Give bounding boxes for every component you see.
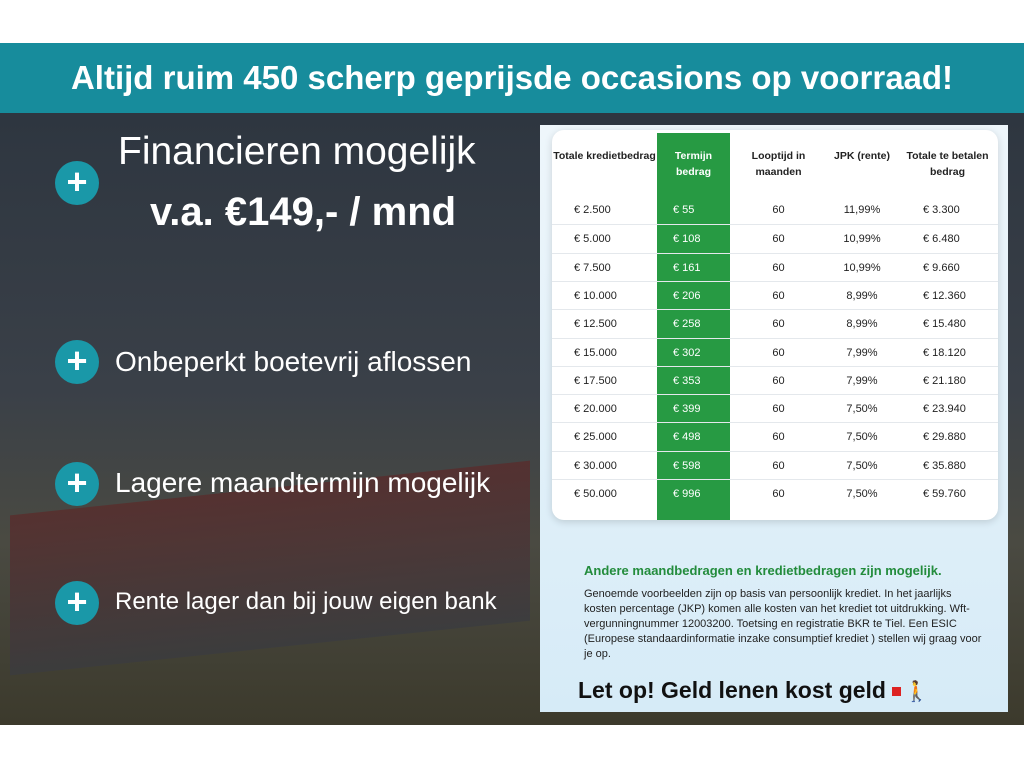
table-header: Totale kredietbedrag Termijn bedrag Loop… bbox=[552, 148, 998, 180]
table-cell: 60 bbox=[772, 488, 785, 500]
warning: Let op! Geld lenen kost geld 🚶 bbox=[578, 677, 929, 704]
finance-panel: Totale kredietbedrag Termijn bedrag Loop… bbox=[540, 125, 1008, 712]
table-cell: 60 bbox=[772, 374, 785, 387]
table-cell: 60 bbox=[772, 233, 785, 246]
table-row: € 20.000 € 399 60 7,50% € 23.940 bbox=[552, 394, 998, 422]
table-row: € 2.500 € 55 60 11,99% € 3.300 bbox=[552, 196, 998, 224]
top-banner: Altijd ruim 450 scherp geprijsde occasio… bbox=[0, 43, 1024, 113]
table-cell: € 12.500 bbox=[574, 318, 617, 331]
table-cell: € 21.180 bbox=[923, 374, 966, 387]
highlight-column bbox=[657, 133, 730, 520]
headline: Financieren mogelijk bbox=[118, 130, 476, 173]
table-cell: 7,50% bbox=[846, 488, 878, 500]
feature-item: Onbeperkt boetevrij aflossen bbox=[115, 346, 472, 377]
table-row: € 7.500 € 161 60 10,99% € 9.660 bbox=[552, 252, 998, 281]
table-cell: € 2.500 bbox=[574, 204, 611, 216]
warning-text: Let op! Geld lenen kost geld bbox=[578, 677, 886, 703]
plus-icon: + bbox=[55, 462, 99, 506]
table-cell: € 5.000 bbox=[574, 233, 611, 246]
table-cell: 8,99% bbox=[846, 289, 878, 302]
table-row: € 12.500 € 258 60 8,99% € 15.480 bbox=[552, 309, 998, 337]
table-cell: € 10.000 bbox=[574, 289, 617, 302]
table-cell: € 23.940 bbox=[923, 403, 966, 416]
table-cell: 60 bbox=[772, 204, 785, 216]
table-row: € 30.000 € 598 60 7,50% € 35.880 bbox=[552, 450, 998, 479]
table-cell: 7,50% bbox=[846, 403, 878, 416]
plus-icon: + bbox=[55, 340, 99, 384]
table-row: € 15.000 € 302 60 7,99% € 18.120 bbox=[552, 337, 998, 366]
finance-table: Totale kredietbedrag Termijn bedrag Loop… bbox=[552, 130, 998, 520]
table-row: € 10.000 € 206 60 8,99% € 12.360 bbox=[552, 280, 998, 309]
table-cell: € 399 bbox=[673, 403, 701, 416]
table-cell: € 7.500 bbox=[574, 261, 611, 274]
plus-icon: + bbox=[55, 161, 99, 205]
table-cell: € 996 bbox=[673, 488, 701, 500]
table-cell: € 50.000 bbox=[574, 488, 617, 500]
table-cell: € 35.880 bbox=[923, 459, 966, 472]
table-cell: 8,99% bbox=[846, 318, 878, 331]
table-cell: € 598 bbox=[673, 459, 701, 472]
disclaimer: Genoemde voorbeelden zijn op basis van p… bbox=[584, 588, 982, 660]
table-cell: 7,50% bbox=[846, 459, 878, 472]
header-cell: Termijn bedrag bbox=[674, 150, 713, 178]
feature-item: Lagere maandtermijn mogelijk bbox=[115, 467, 491, 498]
table-cell: € 206 bbox=[673, 289, 701, 302]
table-row: € 5.000 € 108 60 10,99% € 6.480 bbox=[552, 224, 998, 252]
table-cell: 60 bbox=[772, 346, 785, 359]
feature-item: Rente lager dan bij jouw eigen bank bbox=[115, 588, 497, 615]
table-cell: 60 bbox=[772, 318, 785, 331]
table-row: € 25.000 € 498 60 7,50% € 29.880 bbox=[552, 422, 998, 450]
table-cell: € 59.760 bbox=[923, 488, 966, 500]
header-cell: Totale te betalen bedrag bbox=[906, 150, 989, 178]
euro-box-icon bbox=[891, 687, 901, 697]
header-cell: JPK (rente) bbox=[833, 150, 890, 162]
table-cell: € 29.880 bbox=[923, 431, 966, 444]
table-cell: 10,99% bbox=[843, 261, 881, 274]
table-cell: € 20.000 bbox=[574, 403, 617, 416]
table-cell: 7,99% bbox=[846, 346, 878, 359]
table-cell: 7,50% bbox=[846, 431, 878, 444]
table-cell: € 3.300 bbox=[923, 204, 960, 216]
table-cell: 60 bbox=[772, 289, 785, 302]
table-row: € 17.500 € 353 60 7,99% € 21.180 bbox=[552, 365, 998, 394]
table-cell: € 17.500 bbox=[574, 374, 617, 387]
table-cell: € 161 bbox=[673, 261, 701, 274]
table-cell: 60 bbox=[772, 431, 785, 444]
table-cell: 60 bbox=[772, 403, 785, 416]
table-cell: € 55 bbox=[673, 204, 695, 216]
table-cell: € 15.480 bbox=[923, 318, 966, 331]
table-cell: € 25.000 bbox=[574, 431, 617, 444]
table-row: € 50.000 € 996 60 7,50% € 59.760 bbox=[552, 479, 998, 507]
table-cell: 11,99% bbox=[843, 204, 881, 216]
table-cell: € 30.000 bbox=[574, 459, 617, 472]
table-cell: € 6.480 bbox=[923, 233, 960, 246]
table-cell: € 9.660 bbox=[923, 261, 960, 274]
header-cell: Totale kredietbedrag bbox=[553, 150, 656, 162]
note-title: Andere maandbedragen en kredietbedragen … bbox=[584, 563, 942, 578]
table-cell: € 258 bbox=[673, 318, 701, 331]
price-headline: v.a. €149,- / mnd bbox=[150, 190, 457, 234]
table-cell: € 18.120 bbox=[923, 346, 966, 359]
header-cell: Looptijd in maanden bbox=[751, 150, 806, 178]
table-cell: 60 bbox=[772, 261, 785, 274]
table-cell: € 302 bbox=[673, 346, 701, 359]
table-cell: 60 bbox=[772, 459, 785, 472]
table-cell: € 108 bbox=[673, 233, 701, 246]
table-cell: € 353 bbox=[673, 374, 701, 387]
table-cell: € 15.000 bbox=[574, 346, 617, 359]
walker-icon: 🚶 bbox=[903, 681, 929, 703]
plus-icon: + bbox=[55, 581, 99, 625]
table-cell: 7,99% bbox=[846, 374, 878, 387]
table-cell: € 12.360 bbox=[923, 289, 966, 302]
table-cell: € 498 bbox=[673, 431, 701, 444]
table-cell: 10,99% bbox=[843, 233, 881, 246]
